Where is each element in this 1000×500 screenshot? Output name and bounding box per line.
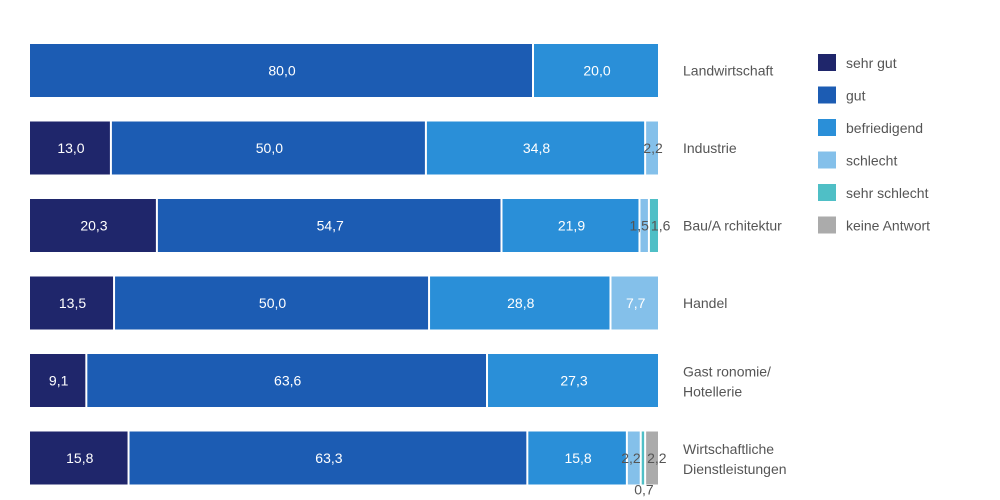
data-label: 15,8 (66, 450, 93, 466)
legend-swatch (818, 216, 836, 234)
bar-segment-sehr-gut (30, 276, 114, 330)
bar-segment-gut (129, 431, 527, 485)
bar-segment-schlecht (640, 199, 648, 252)
category-label: Bau/A rchitektur (683, 218, 782, 234)
category-label: Industrie (683, 140, 737, 156)
category-label: Gast ronomie/ (683, 364, 771, 380)
bar-segment-befriedigend (528, 431, 626, 485)
bar-segment-schlecht (646, 121, 658, 175)
data-label: 21,9 (558, 218, 585, 234)
bar-segment-befriedigend (502, 199, 639, 252)
category-label: Hotellerie (683, 384, 742, 400)
data-label: 13,0 (57, 140, 84, 156)
data-label: 28,8 (507, 295, 534, 311)
data-label: 63,3 (315, 450, 342, 466)
bar-segment-gut (111, 121, 425, 175)
bar-segment-sehr-schlecht (649, 199, 658, 252)
category-label: Handel (683, 295, 727, 311)
data-label: 15,8 (564, 450, 591, 466)
legend-label: schlecht (846, 153, 897, 169)
bar-segment-befriedigend (488, 354, 658, 407)
legend-label: befriedigend (846, 120, 923, 136)
bar-segment-sehr-gut (30, 121, 110, 175)
legend-swatch (818, 119, 836, 136)
bar-segment-gut (87, 354, 487, 407)
category-label: Wirtschaftliche (683, 441, 774, 457)
legend-label: sehr schlecht (846, 185, 929, 201)
bar-segment-sehr-gut (30, 354, 86, 407)
bar-segment-befriedigend (534, 44, 658, 97)
legend-label: keine Antwort (846, 218, 930, 234)
data-label: 34,8 (523, 140, 550, 156)
data-label: 54,7 (317, 218, 344, 234)
data-label: 1,6 (651, 218, 671, 234)
category-label: Landwirtschaft (683, 63, 773, 79)
legend-label: sehr gut (846, 55, 897, 71)
bar-segment-sehr-gut (30, 431, 128, 485)
data-label: 50,0 (259, 295, 286, 311)
bar-segment-sehr-schlecht (641, 431, 645, 485)
legend-swatch (818, 151, 836, 169)
bar-segment-gut (115, 276, 429, 330)
data-label: 2,2 (647, 450, 667, 466)
bar-segment-gut (30, 44, 532, 97)
legend-swatch (818, 184, 836, 201)
bar-segment-befriedigend (426, 121, 645, 175)
data-label: 9,1 (49, 373, 69, 389)
data-label: 2,2 (643, 140, 663, 156)
data-label: 13,5 (59, 295, 86, 311)
bar-segment-sehr-gut (30, 199, 156, 252)
legend-swatch (818, 86, 836, 104)
bar-segment-schlecht (611, 276, 658, 330)
data-label: 27,3 (560, 373, 587, 389)
data-label: 1,5 (629, 218, 649, 234)
legend-label: gut (846, 88, 866, 104)
data-label: 7,7 (626, 295, 646, 311)
bar-segment-befriedigend (430, 276, 610, 330)
data-label: 0,7 (634, 482, 654, 498)
data-label: 50,0 (256, 140, 283, 156)
legend-swatch (818, 54, 836, 71)
data-label: 20,0 (583, 63, 610, 79)
bar-segment-schlecht (627, 431, 640, 485)
data-label: 63,6 (274, 373, 301, 389)
data-label: 20,3 (80, 218, 107, 234)
data-label: 2,2 (621, 450, 641, 466)
data-label: 80,0 (268, 63, 295, 79)
bar-segment-keine-Antwort (646, 431, 658, 485)
category-label: Dienstleistungen (683, 461, 787, 477)
bar-segment-gut (157, 199, 501, 252)
